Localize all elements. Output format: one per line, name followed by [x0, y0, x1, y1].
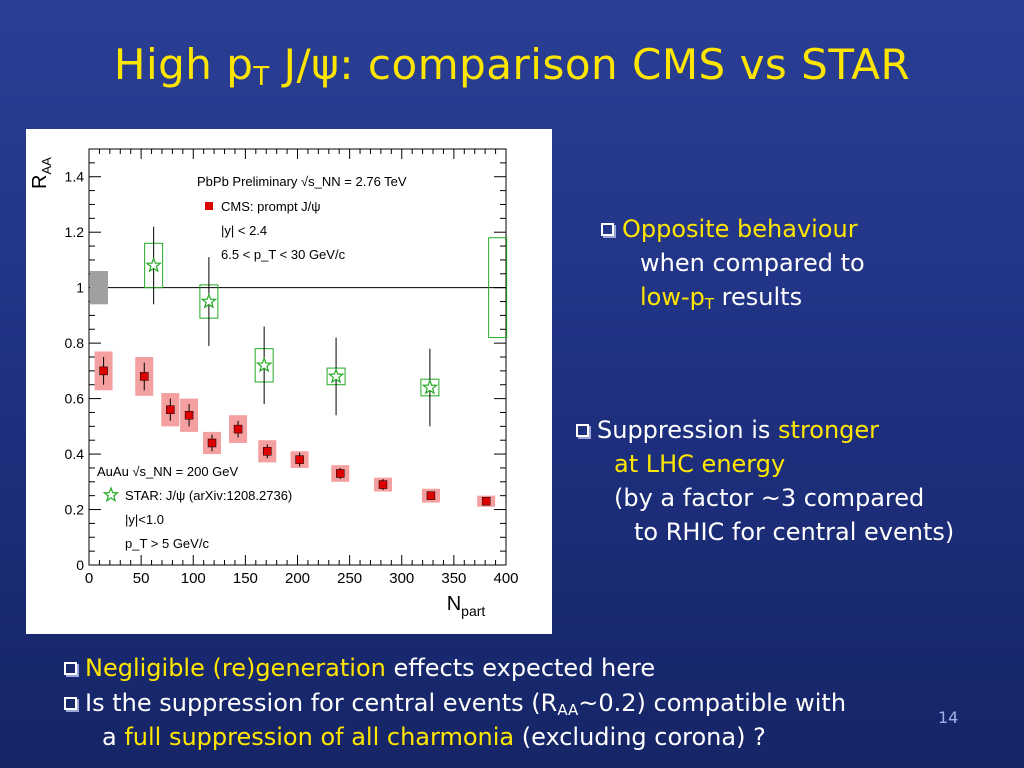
bullet-text: effects expected here	[385, 654, 656, 682]
star-syst-box-edge	[488, 237, 508, 339]
slide-title: High pT J/ψ: comparison CMS vs STAR	[0, 40, 1024, 92]
y-tick-label: 1	[76, 280, 84, 296]
x-axis-label: Npart	[447, 593, 486, 619]
y-tick-label: 0.2	[65, 502, 85, 518]
x-tick-label: 200	[285, 570, 310, 587]
legend-star-line3: |y|<1.0	[125, 512, 164, 527]
cms-data-point	[426, 491, 436, 500]
bullet-text-line: low-pT results	[640, 280, 802, 321]
bullet-text: Suppression is	[597, 416, 779, 444]
legend-cms-line3: |y| < 2.4	[221, 223, 267, 238]
cms-data-point	[184, 410, 194, 420]
legend-star-line4: p_T > 5 GeV/c	[125, 536, 209, 551]
bullet-opposite-behaviour: Opposite behaviour	[601, 212, 858, 246]
title-part1: High p	[113, 40, 254, 89]
cms-data-point	[99, 366, 108, 376]
bullet-text-line: at LHC energy	[614, 450, 786, 478]
x-tick-label: 250	[337, 570, 362, 587]
page-number: 14	[938, 708, 959, 727]
title-part2: J/ψ: comparison CMS vs STAR	[269, 40, 911, 89]
global-uncertainty-box	[90, 271, 108, 305]
bullet-subscript: AA	[557, 701, 579, 719]
y-tick-label: 1.2	[65, 224, 85, 240]
checkbox-bullet-icon	[64, 662, 77, 675]
legend-cms-line4: 6.5 < p_T < 30 GeV/c	[221, 247, 346, 262]
bullet-subscript: T	[704, 295, 715, 313]
bullet-text-line: (by a factor ~3 compared	[614, 484, 925, 512]
bullet-text-line: when compared to	[640, 249, 865, 277]
x-tick-label: 350	[441, 570, 466, 587]
star-data-point	[145, 256, 162, 273]
data-markers-layer	[99, 226, 491, 506]
bullet-text-line: to RHIC for central events)	[634, 518, 955, 546]
cms-data-point	[140, 372, 149, 381]
bullet-text: Opposite behaviour	[622, 215, 858, 243]
cms-data-point	[481, 496, 491, 506]
cms-data-point	[335, 469, 345, 478]
x-tick-label: 100	[181, 570, 206, 587]
y-tick-label: 0.4	[65, 446, 85, 462]
title-subscript: T	[253, 62, 270, 92]
bullet-highlight: low-p	[640, 283, 705, 311]
y-tick-label: 0.8	[65, 335, 85, 351]
bullet-text: a	[102, 723, 125, 751]
star-data-point	[255, 356, 273, 373]
y-axis-label: RAA	[29, 157, 54, 189]
legend-cms-line1: PbPb Preliminary √s_NN = 2.76 TeV	[197, 174, 407, 189]
raa-vs-npart-chart: 0 50 100 150 200 250 300 350 400 0 0.2 0.4 0.6 0.8 1 1.…	[29, 148, 519, 619]
bullet-text: Is the suppression for central events (R	[85, 689, 558, 717]
star-data-point	[327, 367, 345, 384]
legend-star-marker	[102, 486, 120, 503]
x-tick-label: 50	[133, 570, 150, 587]
raa-plot-panel: 0 50 100 150 200 250 300 350 400 0 0.2 0.4 0.6 0.8 1 1.…	[26, 129, 552, 634]
y-tick-label: 0.6	[65, 391, 85, 407]
checkbox-bullet-icon	[576, 424, 589, 437]
cms-data-point	[378, 480, 388, 489]
bullet-highlight: stronger	[778, 416, 880, 444]
x-tick-label: 0	[85, 570, 93, 587]
bullet-text: results	[714, 283, 803, 311]
cms-data-point	[166, 405, 175, 414]
bullet-text: ~0.2) compatible with	[578, 689, 847, 717]
cms-data-point	[207, 438, 217, 448]
checkbox-bullet-icon	[601, 223, 614, 236]
x-tick-label: 300	[389, 570, 414, 587]
bullet-highlight: Negligible (re)generation	[85, 654, 386, 682]
bullet-text: (excluding corona) ?	[514, 723, 766, 751]
y-tick-label: 1.4	[65, 169, 85, 185]
checkbox-bullet-icon	[64, 697, 77, 710]
bullet-highlight: full suppression of all charmonia	[124, 723, 515, 751]
y-tick-label: 0	[76, 557, 84, 573]
legend-cms-marker	[205, 202, 213, 210]
legend-star-line2: STAR: J/ψ (arXiv:1208.2736)	[125, 488, 292, 503]
bullet-suppression-stronger: Suppression is stronger	[576, 413, 879, 447]
x-tick-label: 150	[233, 570, 258, 587]
star-data-point	[421, 378, 439, 395]
bullet-negligible-regeneration: Negligible (re)generation effects expect…	[64, 651, 655, 685]
cms-data-point	[263, 447, 272, 456]
x-tick-label: 400	[493, 570, 518, 587]
cms-data-point	[295, 455, 304, 464]
legend-star-line1: AuAu √s_NN = 200 GeV	[97, 464, 239, 479]
plot-text-layer: 0 50 100 150 200 250 300 350 400 0 0.2 0.4 0.6 0.8 1 1.…	[29, 157, 519, 619]
bullet-full-suppression-question: Is the suppression for central events (R…	[64, 686, 846, 727]
star-data-point	[200, 292, 218, 309]
legend-cms-line2: CMS: prompt J/ψ	[221, 199, 321, 214]
cms-data-point	[233, 424, 243, 434]
bullet-text-line: a full suppression of all charmonia (exc…	[102, 720, 766, 754]
